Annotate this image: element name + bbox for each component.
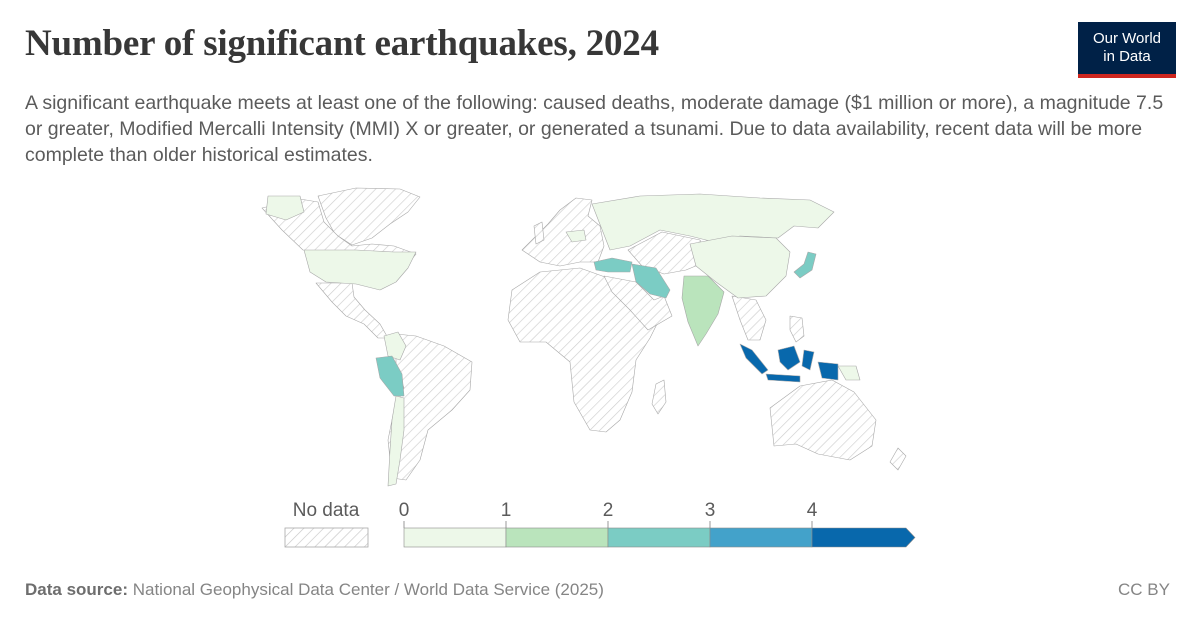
license-link[interactable]: CC BY — [1118, 580, 1170, 599]
legend-tick-label-3: 3 — [705, 500, 716, 521]
india-shape[interactable] — [681, 275, 725, 347]
legend-no-data-swatch — [284, 527, 369, 548]
legend-bin-2 — [607, 527, 711, 548]
chart-subtitle: A significant earthquake meets at least … — [25, 92, 1164, 166]
turkey-shape[interactable] — [593, 257, 633, 273]
indonesia-papua-shape[interactable] — [817, 361, 839, 381]
legend-ticks — [403, 521, 813, 528]
legend-bin-3 — [709, 527, 813, 548]
middle-east-shape[interactable] — [603, 275, 673, 331]
data-source-label: Data source: — [25, 580, 128, 599]
legend-bin-0 — [403, 527, 507, 548]
china-shape[interactable] — [689, 235, 791, 299]
chile-shape[interactable] — [387, 395, 405, 487]
australia-shape[interactable] — [769, 379, 877, 461]
uk-shape[interactable] — [533, 221, 545, 245]
chart-title: Number of significant earthquakes, 2024 — [25, 23, 659, 64]
legend-tick-label-2: 2 — [603, 500, 614, 521]
owid-logo[interactable]: Our World in Data — [1078, 22, 1176, 78]
colombia-shape[interactable] — [383, 331, 407, 361]
data-source: Data source: National Geophysical Data C… — [25, 580, 604, 600]
madagascar-shape[interactable] — [651, 379, 667, 415]
indonesia-borneo-shape[interactable] — [777, 345, 801, 371]
greenland-shape[interactable] — [317, 187, 421, 246]
indonesia-java-shape[interactable] — [765, 373, 801, 383]
logo-line-1: Our World — [1092, 30, 1162, 47]
philippines-shape[interactable] — [789, 315, 805, 343]
legend-bin-4-arrow — [811, 527, 916, 548]
legend-tick-label-1: 1 — [501, 500, 512, 521]
iran-shape[interactable] — [631, 263, 671, 299]
russia-shape[interactable] — [591, 193, 835, 251]
indonesia-sumatra-shape[interactable] — [739, 343, 769, 375]
indonesia-sulawesi-shape[interactable] — [801, 349, 815, 371]
southeast-asia-shape[interactable] — [731, 295, 767, 341]
logo-line-2: in Data — [1103, 48, 1151, 65]
legend-bin-1 — [505, 527, 609, 548]
papua-new-guinea-shape[interactable] — [837, 365, 861, 381]
peru-shape[interactable] — [375, 355, 405, 397]
new-zealand-shape[interactable] — [889, 447, 907, 471]
legend-tick-label-0: 0 — [399, 500, 410, 521]
legend-no-data-label: No data — [293, 500, 360, 521]
japan-shape[interactable] — [793, 251, 817, 279]
alaska-shape[interactable] — [265, 195, 305, 221]
italy-shape[interactable] — [565, 229, 587, 243]
europe-shape[interactable] — [521, 197, 605, 267]
data-source-text: National Geophysical Data Center / World… — [127, 580, 604, 599]
legend-tick-label-4: 4 — [807, 500, 818, 521]
united-states-shape[interactable] — [303, 249, 417, 291]
